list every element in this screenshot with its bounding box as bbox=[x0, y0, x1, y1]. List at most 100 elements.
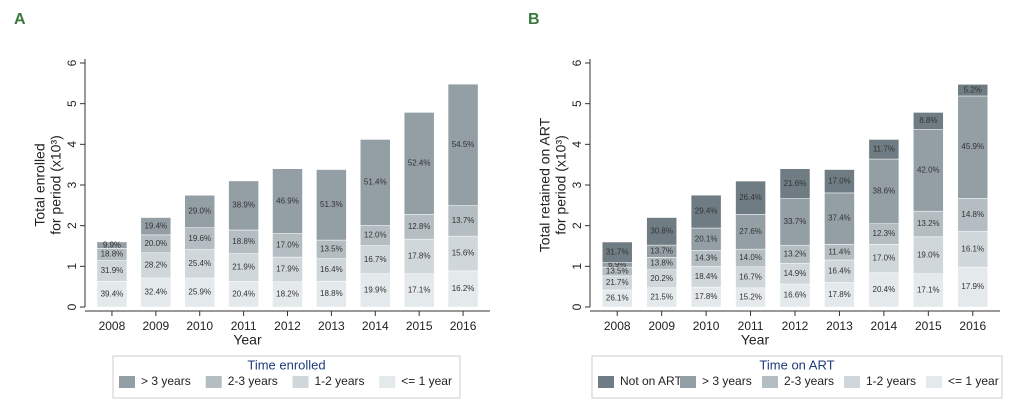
bar-segment bbox=[779, 198, 811, 246]
legend-swatch bbox=[292, 376, 309, 388]
bar-segment bbox=[646, 217, 677, 246]
data-label: 14.8% bbox=[961, 210, 984, 219]
bar-segment bbox=[360, 139, 391, 226]
x-tick-label: 2010 bbox=[693, 319, 720, 333]
bar-segment bbox=[957, 197, 989, 232]
y-tick-label: 4 bbox=[570, 141, 584, 148]
legend-title: Time on ART bbox=[759, 357, 834, 372]
data-label: 28.2% bbox=[144, 261, 167, 270]
bar-segment bbox=[913, 210, 944, 238]
x-tick-label: 2011 bbox=[231, 319, 257, 333]
data-label: 17.9% bbox=[276, 265, 299, 274]
data-label: 20.4% bbox=[232, 289, 255, 298]
data-label: 17.1% bbox=[408, 285, 431, 294]
data-label: 38.6% bbox=[873, 187, 896, 196]
x-tick-label: 2008 bbox=[604, 319, 631, 333]
x-tick-label: 2015 bbox=[915, 319, 942, 333]
legend-label: > 3 years bbox=[141, 374, 191, 388]
data-label: 38.9% bbox=[232, 201, 255, 210]
y-tick-label: 0 bbox=[65, 303, 79, 310]
x-tick-label: 2009 bbox=[142, 319, 169, 333]
bar-segment bbox=[272, 281, 303, 308]
x-tick-label: 2011 bbox=[738, 319, 764, 333]
data-label: 17.8% bbox=[408, 252, 431, 261]
data-label: 13.7% bbox=[452, 216, 475, 225]
bar-segment bbox=[403, 214, 435, 240]
data-label: 11.4% bbox=[828, 247, 850, 256]
data-label: 17.0% bbox=[828, 176, 851, 185]
legend-swatch bbox=[844, 376, 860, 388]
data-label: 18.8% bbox=[101, 250, 124, 259]
data-label: 27.6% bbox=[739, 227, 762, 236]
legend-swatch bbox=[926, 376, 942, 388]
legend-label: 2-3 years bbox=[784, 374, 834, 388]
data-label: 19.0% bbox=[917, 250, 940, 259]
legend-label: 2-3 years bbox=[228, 374, 278, 388]
data-label: 17.0% bbox=[276, 240, 299, 249]
data-label: 29.4% bbox=[695, 207, 718, 216]
data-label: 14.3% bbox=[695, 254, 718, 263]
data-label: 29.0% bbox=[188, 207, 211, 216]
legend-label: 1-2 years bbox=[866, 374, 916, 388]
legend-label: 1-2 years bbox=[315, 374, 365, 388]
data-label: 21.5% bbox=[650, 292, 673, 301]
data-label: 31.7% bbox=[606, 247, 629, 256]
data-label: 14.9% bbox=[784, 269, 807, 278]
bar-segment bbox=[735, 180, 766, 215]
bar-segment bbox=[184, 195, 215, 228]
bar-segment bbox=[913, 112, 944, 130]
data-label: 13.2% bbox=[917, 219, 940, 228]
x-tick-label: 2009 bbox=[648, 319, 675, 333]
x-tick-label: 2015 bbox=[406, 319, 433, 333]
legend-label: <= 1 year bbox=[948, 374, 999, 388]
data-label: 12.0% bbox=[364, 231, 387, 240]
data-label: 52.4% bbox=[408, 158, 431, 167]
data-label: 13.7% bbox=[650, 246, 673, 255]
panel-label: B bbox=[528, 11, 540, 28]
data-label: 19.9% bbox=[364, 285, 387, 294]
data-label: 45.9% bbox=[961, 142, 984, 151]
y-tick-label: 1 bbox=[570, 263, 584, 270]
legend-swatch bbox=[598, 376, 614, 388]
data-label: 21.9% bbox=[232, 263, 255, 272]
data-label: 18.2% bbox=[276, 290, 299, 299]
bar-segment bbox=[601, 241, 633, 263]
bar-segment bbox=[868, 139, 900, 160]
data-label: 30.8% bbox=[650, 226, 673, 235]
panel-label: A bbox=[14, 11, 26, 28]
data-label: 17.8% bbox=[695, 292, 718, 301]
data-label: 13.8% bbox=[650, 259, 673, 268]
x-tick-label: 2013 bbox=[318, 319, 345, 333]
data-label: 13.5% bbox=[606, 267, 629, 276]
bar-segment bbox=[913, 236, 944, 275]
data-label: 33.7% bbox=[784, 217, 807, 226]
bar-segment bbox=[957, 84, 989, 97]
x-tick-label: 2016 bbox=[450, 319, 477, 333]
legend-swatch bbox=[680, 376, 696, 388]
data-label: 25.9% bbox=[188, 288, 211, 297]
y-tick-label: 2 bbox=[65, 222, 79, 229]
legend-swatch bbox=[119, 376, 135, 388]
x-tick-label: 2012 bbox=[782, 319, 809, 333]
bar-segment bbox=[316, 280, 347, 308]
data-label: 6.9% bbox=[608, 260, 626, 269]
bar-segment bbox=[957, 95, 989, 199]
legend-swatch bbox=[379, 376, 396, 388]
data-label: 20.0% bbox=[144, 239, 167, 248]
data-label: 13.5% bbox=[320, 244, 343, 253]
y-axis-label: Total retained on ART bbox=[537, 117, 553, 252]
data-label: 54.5% bbox=[452, 140, 475, 149]
legend-label: > 3 years bbox=[702, 374, 752, 388]
data-label: 18.8% bbox=[320, 289, 343, 298]
y-axis-label: for period (x10³) bbox=[553, 135, 569, 235]
data-label: 11.7% bbox=[873, 144, 895, 153]
bar-segment bbox=[447, 205, 479, 237]
data-label: 16.6% bbox=[784, 291, 807, 300]
legend-box bbox=[112, 355, 461, 399]
x-tick-label: 2013 bbox=[826, 319, 853, 333]
legend-title: Time enrolled bbox=[247, 357, 325, 372]
data-label: 37.4% bbox=[828, 214, 851, 223]
bar-segment bbox=[957, 230, 989, 268]
data-label: 9.9% bbox=[103, 240, 121, 249]
x-axis-label: Year bbox=[233, 332, 262, 348]
